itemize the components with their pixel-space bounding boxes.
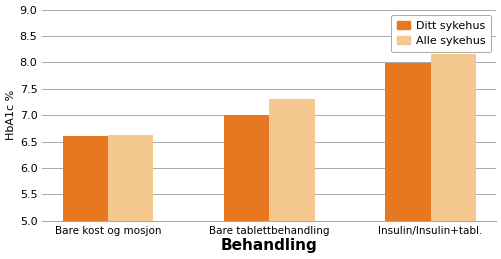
Bar [430,54,475,221]
Bar [63,136,108,221]
X-axis label: Behandling: Behandling [220,239,317,254]
Bar [224,115,269,221]
Y-axis label: HbA1c %: HbA1c % [6,90,16,140]
Bar [385,63,430,221]
Bar [269,99,314,221]
Legend: Ditt sykehus, Alle sykehus: Ditt sykehus, Alle sykehus [390,15,490,52]
Bar [108,135,153,221]
